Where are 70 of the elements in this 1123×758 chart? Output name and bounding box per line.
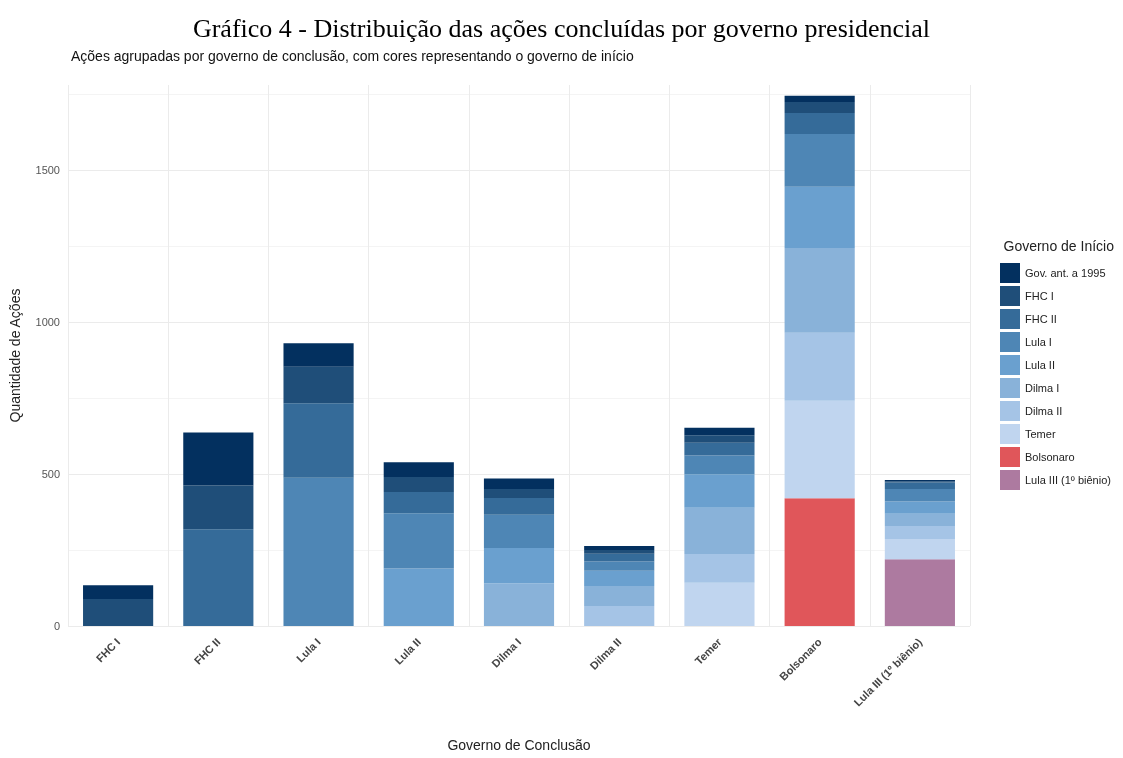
bar bbox=[283, 366, 354, 404]
y-axis-title: Quantidade de Ações bbox=[7, 288, 23, 423]
bar bbox=[684, 435, 755, 443]
bar bbox=[383, 462, 454, 478]
bar bbox=[784, 400, 855, 499]
bar bbox=[684, 427, 755, 436]
y-tick-label: 500 bbox=[41, 468, 60, 481]
x-axis-title: Governo de Conclusão bbox=[447, 737, 591, 753]
bar bbox=[784, 133, 855, 187]
bar bbox=[884, 526, 955, 540]
bar bbox=[584, 585, 655, 606]
bar bbox=[584, 546, 655, 551]
bar bbox=[283, 477, 354, 626]
bar bbox=[784, 95, 855, 103]
bar bbox=[383, 513, 454, 569]
bar bbox=[483, 514, 555, 548]
bar bbox=[884, 539, 955, 560]
legend-label: Lula I bbox=[1025, 336, 1052, 348]
bar bbox=[383, 568, 454, 626]
bar bbox=[684, 507, 755, 554]
legend-label: Dilma II bbox=[1025, 405, 1063, 417]
bar bbox=[483, 498, 555, 515]
bar bbox=[584, 550, 655, 554]
bar bbox=[83, 585, 154, 599]
bar bbox=[684, 442, 755, 456]
legend-title: Governo de Início bbox=[1003, 238, 1115, 254]
bar bbox=[483, 478, 555, 489]
bar bbox=[183, 485, 254, 530]
bar bbox=[483, 547, 555, 584]
bar bbox=[884, 482, 955, 489]
bar bbox=[483, 583, 555, 626]
bar bbox=[684, 553, 755, 583]
bar bbox=[884, 488, 955, 502]
bar bbox=[83, 598, 154, 626]
bar bbox=[383, 491, 454, 514]
bar bbox=[684, 582, 755, 626]
legend-label: Lula III (1º biênio) bbox=[1025, 474, 1111, 486]
legend-label: Bolsonaro bbox=[1025, 451, 1075, 463]
bar bbox=[784, 247, 855, 333]
bar bbox=[283, 343, 354, 367]
bar bbox=[283, 403, 354, 478]
bar bbox=[183, 529, 254, 626]
chart-title: Gráfico 4 - Distribuição das ações concluídas por governo presidencial bbox=[192, 13, 931, 43]
y-tick-label: 1500 bbox=[35, 164, 60, 177]
bar bbox=[784, 332, 855, 401]
chart-subtitle: Ações agrupadas por governo de conclusão, com cores representando o governo de início bbox=[71, 48, 634, 64]
bar bbox=[584, 561, 655, 571]
legend-label: FHC I bbox=[1025, 290, 1054, 302]
bar bbox=[784, 112, 855, 134]
bar bbox=[684, 455, 755, 475]
bar bbox=[584, 553, 655, 562]
bar bbox=[684, 474, 755, 508]
bar bbox=[784, 102, 855, 113]
y-tick-label: 0 bbox=[53, 620, 60, 632]
bar bbox=[584, 605, 655, 626]
bar bbox=[884, 559, 955, 626]
y-tick-label: 1000 bbox=[35, 316, 60, 329]
legend-label: Dilma I bbox=[1025, 382, 1060, 394]
bar bbox=[383, 477, 454, 492]
bar bbox=[183, 432, 254, 486]
bar bbox=[784, 498, 855, 626]
legend-label: Gov. ant. a 1995 bbox=[1025, 267, 1106, 279]
bar bbox=[884, 501, 955, 514]
bar bbox=[584, 570, 655, 586]
legend-label: FHC II bbox=[1025, 313, 1057, 325]
legend-label: Lula II bbox=[1025, 359, 1055, 371]
bar bbox=[784, 186, 855, 248]
bar bbox=[884, 513, 955, 527]
bar bbox=[483, 488, 555, 499]
legend-label: Temer bbox=[1025, 428, 1056, 440]
